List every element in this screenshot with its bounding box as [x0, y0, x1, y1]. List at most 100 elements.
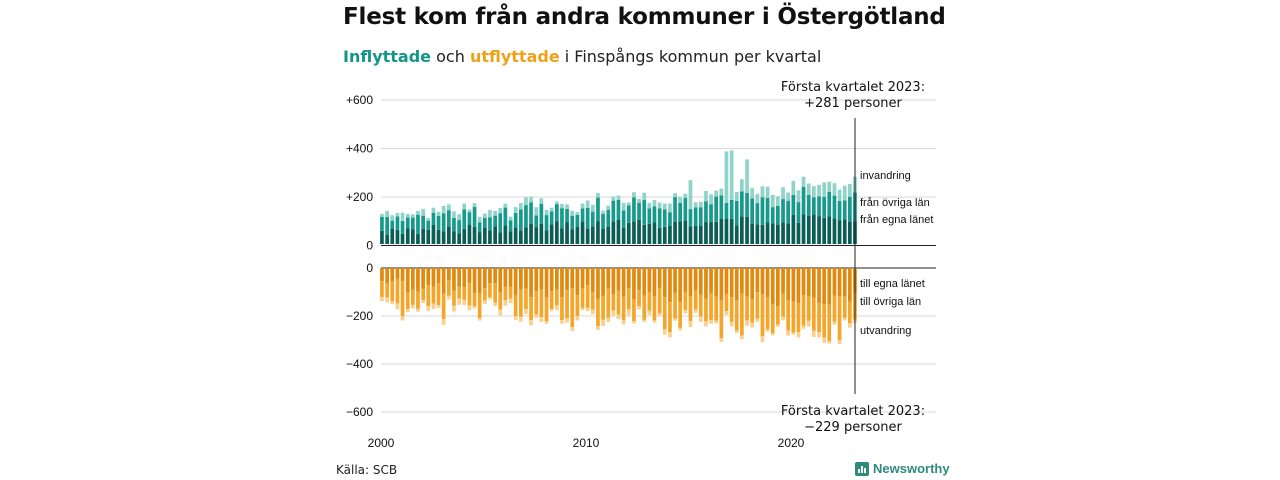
bar-out-other-counties [601, 295, 605, 320]
bar-in-immigration [729, 150, 734, 200]
bar-out-own-county [637, 268, 641, 291]
bar-out-emigration [822, 337, 826, 343]
bar-in-immigration [400, 212, 405, 221]
bar-out-emigration [488, 297, 492, 300]
bar-in-own-county [416, 233, 420, 244]
bar-out-own-county [719, 268, 724, 301]
bar-in-other-counties [616, 199, 621, 220]
bar-out-own-county [693, 268, 698, 291]
bar-out-other-counties [462, 287, 467, 300]
bar-in-immigration [848, 183, 852, 197]
bar-in-immigration [673, 193, 677, 198]
bar-in-own-county [472, 226, 477, 244]
bar-in-immigration [580, 203, 585, 209]
bar-in-other-counties [570, 216, 575, 230]
y-tick-label-bottom: −400 [346, 357, 373, 371]
bar-out-own-county [734, 268, 739, 301]
bar-in-other-counties [575, 215, 580, 227]
bar-in-immigration [647, 202, 652, 209]
bar-out-other-counties [719, 300, 724, 338]
bar-in-own-county [796, 222, 801, 244]
bar-out-emigration [678, 327, 682, 331]
bar-in-immigration [642, 192, 647, 201]
bar-in-own-county [596, 221, 600, 244]
bar-in-own-county [709, 222, 713, 244]
source-note: Källa: SCB [336, 463, 398, 477]
bar-in-own-county [724, 218, 729, 244]
bar-in-other-counties [750, 198, 754, 224]
series-label-outflow: till övriga län [860, 296, 921, 308]
bar-out-emigration [693, 309, 698, 313]
bar-out-other-counties [467, 282, 472, 306]
y-tick-label-top: +200 [346, 190, 373, 204]
bar-in-other-counties [416, 214, 420, 234]
bar-in-own-county [704, 222, 708, 244]
bar-out-emigration [436, 305, 441, 308]
bar-out-own-county [544, 268, 549, 298]
bar-out-other-counties [657, 287, 662, 314]
bar-out-emigration [503, 300, 508, 306]
bar-out-emigration [786, 330, 790, 336]
bar-in-other-counties [729, 199, 734, 219]
bar-in-other-counties [652, 206, 657, 223]
annotation-top-line2: +281 personer [804, 96, 902, 111]
bar-in-other-counties [796, 202, 801, 223]
bar-out-emigration [719, 338, 724, 342]
bar-out-emigration [385, 297, 389, 303]
bar-in-own-county [688, 226, 693, 244]
bar-out-own-county [729, 268, 734, 298]
bar-in-immigration [693, 202, 698, 208]
bar-out-other-counties [668, 302, 672, 333]
bar-in-other-counties [513, 212, 518, 228]
bar-out-other-counties [441, 293, 446, 320]
bar-out-other-counties [827, 304, 832, 342]
bar-in-own-county [385, 234, 389, 244]
bar-out-other-counties [637, 290, 641, 306]
bar-in-other-counties [488, 217, 492, 231]
bar-out-other-counties [791, 301, 796, 333]
subtitle-inflows: Inflyttade [343, 47, 432, 66]
bar-out-own-county [441, 268, 446, 294]
chart-subtitle: Inflyttade och utflyttade i Finspångs ko… [343, 47, 821, 66]
bar-out-other-counties [642, 295, 647, 320]
bar-in-other-counties [611, 200, 616, 222]
bar-out-own-county [570, 268, 575, 288]
bar-out-own-county [421, 268, 425, 289]
bar-out-emigration [765, 329, 770, 332]
bar-in-immigration [683, 193, 688, 198]
bar-in-immigration [812, 186, 816, 198]
bar-in-other-counties [529, 202, 533, 224]
bar-in-other-counties [544, 215, 549, 231]
bar-in-other-counties [462, 209, 467, 229]
bar-in-other-counties [457, 220, 461, 234]
bar-out-own-county [626, 268, 631, 289]
bar-out-own-county [740, 268, 744, 294]
bar-in-immigration [745, 159, 749, 193]
bar-out-other-counties [524, 288, 528, 310]
bar-out-own-county [452, 268, 456, 291]
bar-out-own-county [488, 268, 492, 284]
bar-in-other-counties [791, 194, 796, 215]
bar-out-other-counties [596, 298, 600, 327]
bar-in-other-counties [673, 197, 677, 222]
bar-out-other-counties [395, 278, 400, 304]
bar-in-other-counties [647, 208, 652, 224]
subtitle-outflows: utflyttade [469, 47, 560, 66]
bar-out-emigration [426, 306, 431, 311]
bar-in-immigration [519, 203, 523, 210]
bar-in-own-county [405, 228, 410, 244]
bar-out-own-county [801, 268, 806, 296]
bar-out-emigration [760, 336, 765, 342]
bar-out-emigration [606, 317, 611, 323]
brand-name: Newsworthy [873, 461, 950, 476]
bar-in-own-county [519, 230, 523, 244]
bar-out-emigration [806, 320, 811, 327]
bar-out-other-counties [457, 286, 461, 299]
bar-in-immigration [755, 193, 760, 204]
bar-in-other-counties [405, 217, 410, 229]
bar-in-other-counties [848, 196, 852, 222]
bar-in-immigration [565, 204, 569, 209]
bar-out-own-county [575, 268, 580, 296]
bar-out-emigration [380, 297, 384, 302]
series-label-inflow: invandring [860, 170, 911, 182]
